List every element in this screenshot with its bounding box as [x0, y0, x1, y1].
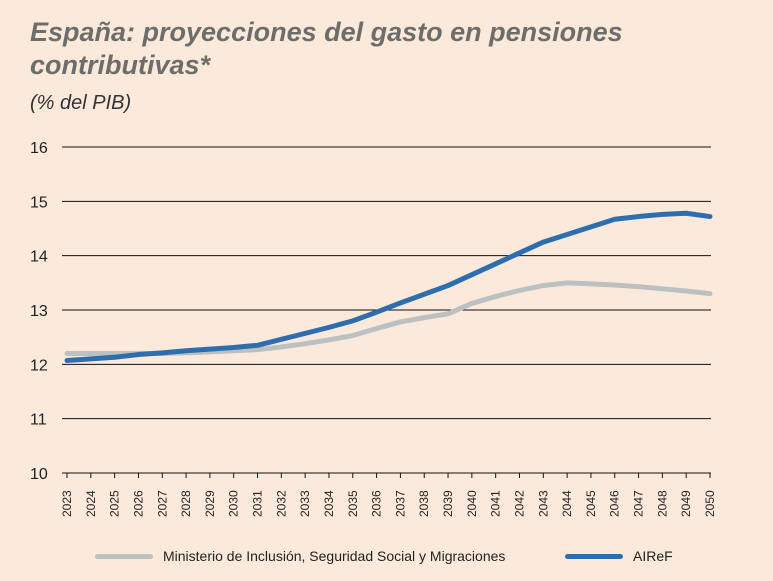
x-tick-label: 2025 — [108, 490, 122, 517]
y-tick-label: 14 — [30, 249, 48, 266]
legend-item-ministerio: Ministerio de Inclusión, Seguridad Socia… — [95, 548, 505, 564]
x-tick-label: 2038 — [417, 490, 431, 517]
x-tick-label: 2032 — [274, 490, 288, 517]
x-tick-label: 2034 — [322, 490, 336, 517]
x-tick-label: 2044 — [560, 490, 574, 517]
y-tick-label: 13 — [30, 303, 48, 320]
y-tick-label: 10 — [30, 466, 48, 483]
legend-item-airef: AIReF — [565, 548, 673, 564]
x-tick-label: 2026 — [131, 490, 145, 517]
x-tick-label: 2043 — [536, 490, 550, 517]
x-tick-label: 2039 — [441, 490, 455, 517]
series-line-airef — [64, 210, 713, 364]
x-tick-label: 2041 — [489, 490, 503, 517]
series-line-ministerio — [64, 280, 713, 356]
x-tick-label: 2031 — [251, 490, 265, 517]
legend-swatch — [95, 553, 153, 559]
legend-swatch — [565, 553, 623, 559]
chart-subtitle: (% del PIB) — [30, 92, 132, 114]
x-tick-label: 2036 — [370, 490, 384, 517]
x-tick-label: 2050 — [703, 490, 717, 517]
x-tick-label: 2047 — [632, 490, 646, 517]
x-tick-label: 2024 — [84, 490, 98, 517]
x-tick-label: 2037 — [393, 490, 407, 517]
x-tick-label: 2028 — [179, 490, 193, 517]
x-tick-label: 2023 — [60, 490, 74, 517]
x-tick-label: 2048 — [655, 490, 669, 517]
y-tick-label: 12 — [30, 357, 48, 374]
x-tick-label: 2027 — [155, 490, 169, 517]
x-tick-label: 2046 — [608, 490, 622, 517]
x-tick-label: 2040 — [465, 490, 479, 517]
y-tick-label: 11 — [30, 412, 47, 429]
x-tick-label: 2029 — [203, 490, 217, 517]
x-tick-label: 2049 — [679, 490, 693, 517]
legend-label: AIReF — [633, 548, 673, 564]
x-tick-label: 2035 — [346, 490, 360, 517]
y-tick-label: 15 — [30, 194, 48, 211]
x-tick-label: 2042 — [512, 490, 526, 517]
chart-title: España: proyecciones del gasto en pensio… — [30, 17, 623, 80]
x-tick-label: 2045 — [584, 490, 598, 517]
legend-label: Ministerio de Inclusión, Seguridad Socia… — [163, 548, 506, 564]
y-tick-label: 16 — [30, 140, 48, 157]
x-tick-label: 2030 — [227, 490, 241, 517]
x-tick-label: 2033 — [298, 490, 312, 517]
